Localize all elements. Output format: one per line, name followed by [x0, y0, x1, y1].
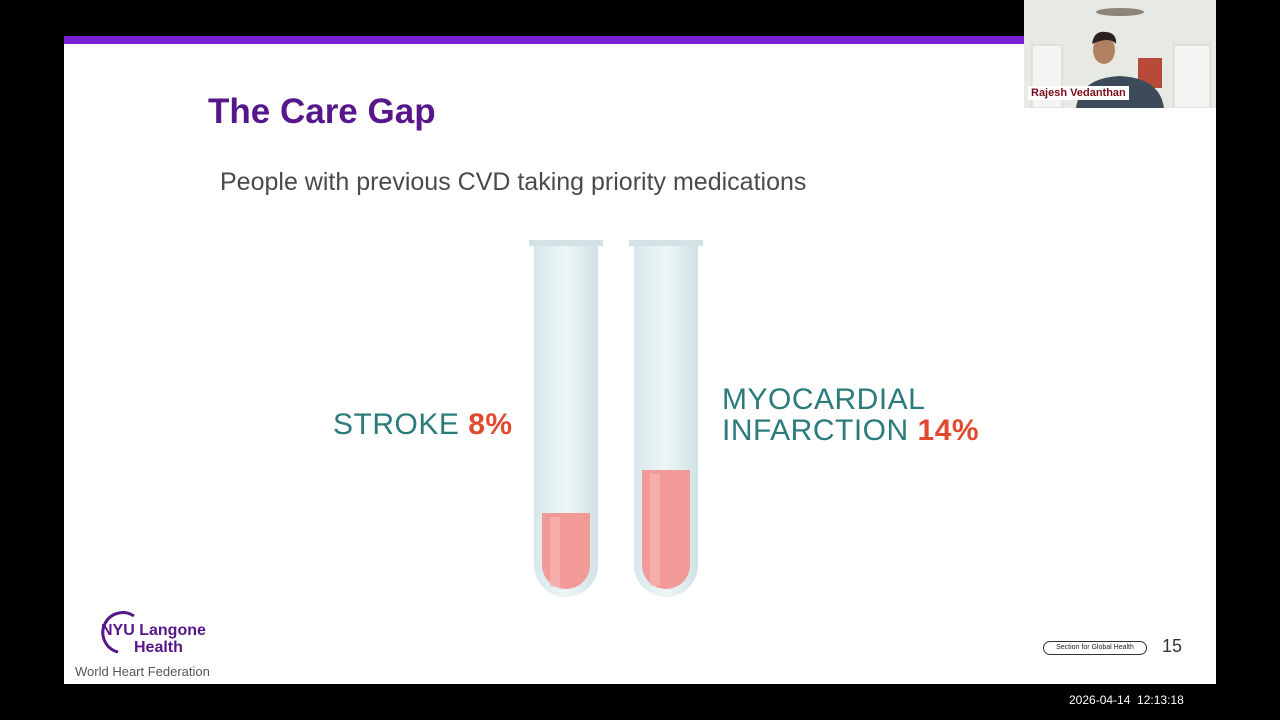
tube [629, 240, 703, 597]
badge: Section for Global Health [1043, 641, 1147, 655]
slide-title: The Care Gap [208, 92, 436, 131]
tube [529, 240, 603, 597]
footer: World Heart Federation [75, 664, 210, 679]
test-tubes [529, 240, 703, 597]
participant-name: Rajesh Vedanthan [1028, 86, 1129, 100]
logo-arc [101, 611, 135, 654]
label: MYOCARDIAL [722, 383, 926, 416]
label: INFARCTION [722, 414, 909, 447]
page-number: 15 [1162, 636, 1183, 656]
label: STROKE [333, 408, 460, 441]
percentage: 14% [917, 414, 980, 447]
video-thumbnail: Rajesh Vedanthan [1024, 0, 1216, 108]
video-frame [1024, 0, 1216, 108]
timestamp: 2026-04-14 12:13:18 [1069, 693, 1184, 707]
logo-line: Health [134, 639, 183, 656]
slide-subtitle: People with previous CVD taking priority… [220, 168, 807, 196]
accent-bar [64, 36, 1024, 44]
mi-label: MYOCARDIAL INFARCTION 14% [722, 384, 979, 446]
stroke-label: STROKE 8% [333, 409, 513, 440]
percentage: 8% [468, 408, 513, 441]
logo-line: NYU Langone [101, 622, 206, 639]
logo: NYU Langone Health [98, 610, 218, 660]
